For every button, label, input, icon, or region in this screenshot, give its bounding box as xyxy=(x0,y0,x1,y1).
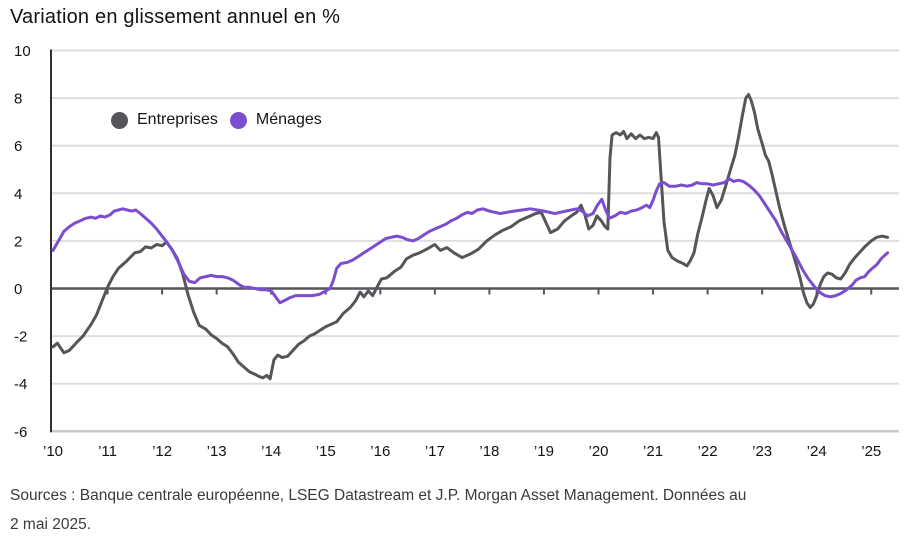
legend-item-menages: Ménages xyxy=(229,111,322,129)
x-tick-label-2023: ’23 xyxy=(752,443,772,460)
y-tick-label-4: 4 xyxy=(14,186,22,203)
legend-label-menages: Ménages xyxy=(255,111,322,128)
y-tick-label-8: 8 xyxy=(14,91,22,108)
source-line-1: Sources : Banque centrale européenne, LS… xyxy=(10,487,747,504)
y-tick-label-6: 6 xyxy=(14,138,22,155)
x-tick-label-2010: ’10 xyxy=(43,443,63,460)
x-tick-label-2025: ’25 xyxy=(861,443,881,460)
x-tick-label-2017: ’17 xyxy=(425,443,445,460)
y-tick-label--2: -2 xyxy=(14,329,27,346)
chart-title: Variation en glissement annuel en % xyxy=(10,6,341,28)
x-tick-label-2014: ’14 xyxy=(261,443,281,460)
entreprises-series-dot xyxy=(111,111,128,129)
x-tick-label-2020: ’20 xyxy=(588,443,608,460)
x-tick-label-2016: ’16 xyxy=(370,443,390,460)
y-tick-label--4: -4 xyxy=(14,376,27,393)
y-tick-label-2: 2 xyxy=(14,233,22,250)
series-line-entreprises xyxy=(51,93,890,381)
series-line-ménages xyxy=(51,177,890,305)
x-tick-label-2024: ’24 xyxy=(807,443,827,460)
x-tick-label-2015: ’15 xyxy=(316,443,336,460)
x-tick-label-2022: ’22 xyxy=(698,443,718,460)
x-tick-label-2012: ’12 xyxy=(152,443,172,460)
line-chart: 10 8 6 4 2 0 -2 -4 -6 ’10 ’11 ’12 ’13 ’14 ’15 ’16 ’17 ’18… xyxy=(14,43,899,460)
legend-label-entreprises: Entreprises xyxy=(137,111,218,128)
x-tick-label-2013: ’13 xyxy=(207,443,227,460)
source-line-2: 2 mai 2025. xyxy=(10,516,91,533)
x-tick-label-2011: ’11 xyxy=(98,443,117,460)
source-note: Sources : Banque centrale européenne, LS… xyxy=(10,481,746,539)
menages-series-dot xyxy=(229,111,247,129)
y-tick-label-0: 0 xyxy=(14,281,22,298)
y-tick-label-10: 10 xyxy=(14,43,31,60)
x-tick-label-2021: ’21 xyxy=(643,443,663,460)
x-tick-label-2019: ’19 xyxy=(534,443,554,460)
y-tick-label--6: -6 xyxy=(14,424,27,441)
legend-item-entreprises: Entreprises xyxy=(111,111,218,129)
x-tick-label-2018: ’18 xyxy=(479,443,499,460)
chart-legend: Entreprises Ménages xyxy=(111,111,322,129)
